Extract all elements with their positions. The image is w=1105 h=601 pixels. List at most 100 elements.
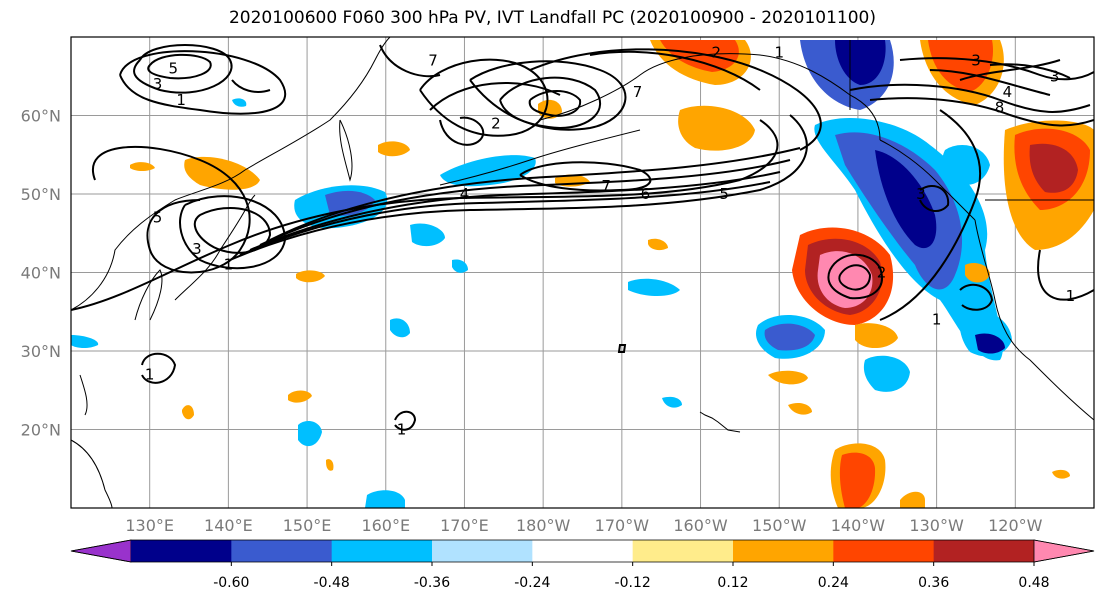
contour-west-6	[179, 195, 287, 270]
lat-tick-label: 50°N	[21, 185, 61, 204]
contour-east-4	[929, 69, 1051, 96]
coast-aleutians	[439, 129, 641, 186]
lon-tick-label: 150°W	[752, 516, 807, 535]
neg-small-5	[298, 420, 322, 447]
contour-east-3	[899, 57, 1094, 81]
contour-small-3	[617, 344, 627, 353]
lat-tick-label: 30°N	[21, 342, 61, 361]
contour-east-2	[869, 97, 1094, 127]
pos-small-d	[296, 270, 325, 283]
contour-arc-f	[269, 147, 801, 241]
colorbar-outline	[70, 539, 1095, 563]
contour-arc-c	[239, 181, 771, 256]
colorbar-segment	[231, 540, 333, 562]
contour-east-9	[959, 283, 994, 311]
neg-hawaii-mid	[764, 323, 815, 351]
ivt-shading	[71, 40, 1094, 508]
colorbar-segment	[131, 540, 232, 562]
colorbar-segment	[833, 540, 935, 562]
contour-west-2	[133, 44, 233, 94]
map-frame	[70, 36, 1095, 509]
coast-bc	[879, 139, 976, 221]
contour-label: 3	[192, 240, 202, 258]
neg-top-dark	[835, 40, 886, 85]
colorbar-extend-low	[70, 539, 132, 563]
colorbar-segment	[432, 540, 533, 562]
lat-tick-label: 60°N	[21, 107, 61, 126]
contour-label: 3	[916, 185, 926, 203]
colorbar-segment	[331, 540, 433, 562]
neg-east-blue	[863, 355, 910, 392]
lon-tick-label: 150°E	[283, 516, 332, 535]
longitude-axis: 130°E 140°E 150°E 160°E 170°E 180°W 170°W 160°W…	[125, 516, 1042, 535]
contour-label: 2	[712, 44, 722, 62]
contour-west-4	[119, 50, 287, 115]
lon-tick-label: 120°W	[988, 516, 1043, 535]
pos-aleutian-orange	[678, 105, 755, 151]
contour-east-6	[989, 63, 1071, 79]
contour-east-5	[959, 59, 1061, 81]
colorbar: -0.60 -0.48 -0.36 -0.24 -0.12 0.12 0.24 0.36 0.4…	[70, 539, 1095, 591]
contour-label: 4	[1003, 83, 1013, 101]
neg-kuril-mid	[325, 190, 375, 216]
contour-label: 1	[176, 91, 186, 109]
contour-label: 7	[601, 177, 611, 195]
neg-small-9	[232, 98, 247, 107]
coast-west-us	[974, 219, 1094, 421]
colorbar-tick-label: 0.36	[918, 575, 949, 591]
contour-west-3	[147, 53, 212, 80]
contour-label: 5	[153, 209, 163, 227]
contour-label: 1	[1066, 287, 1076, 305]
pos-top-red	[928, 40, 994, 92]
coast-taiwan	[79, 374, 88, 416]
contour-label: 1	[145, 366, 155, 384]
contour-label: 2	[491, 114, 501, 132]
coastlines	[71, 37, 1094, 508]
lon-tick-label: 140°W	[831, 516, 886, 535]
contour-low-inner	[838, 264, 872, 291]
contour-label: 1	[932, 311, 942, 329]
contour-label: 3	[971, 52, 981, 70]
pos-okhotsk-orange	[184, 156, 260, 190]
latitude-axis: 60°N 50°N 40°N 30°N 20°N	[21, 107, 61, 440]
colorbar-tick-label: 0.48	[1018, 575, 1049, 591]
contour-label: 1	[397, 421, 407, 439]
coast-philippines	[71, 439, 113, 508]
contour-label: 7	[633, 83, 643, 101]
contour-small-4	[231, 79, 271, 93]
lat-tick-label: 20°N	[21, 421, 61, 440]
contour-small-1	[141, 352, 177, 384]
neg-band-dark-blue	[875, 150, 937, 249]
coast-asia	[71, 37, 391, 311]
colorbar-segment	[632, 540, 734, 562]
neg-small-6	[365, 490, 405, 508]
coast-alaska	[539, 53, 881, 141]
neg-small-4	[628, 278, 680, 296]
pos-small-f	[288, 390, 312, 403]
coast-hawaii	[699, 411, 741, 433]
contour-east-10	[1037, 249, 1094, 301]
pos-orange-1	[768, 370, 808, 385]
contour-central-3	[499, 76, 601, 130]
pv-contours	[71, 44, 1094, 431]
pos-orange-5	[965, 263, 990, 283]
contour-central-6	[439, 116, 485, 146]
pos-small-b	[378, 141, 410, 157]
pos-small-h	[130, 162, 155, 171]
colorbar-segment	[733, 540, 834, 562]
map-title: 2020100600 F060 300 hPa PV, IVT Landfall…	[228, 8, 876, 28]
neg-east-mid	[975, 333, 1005, 354]
contour-arc-b	[229, 114, 808, 261]
contour-east-8	[919, 185, 950, 212]
pos-orange-6	[1052, 469, 1070, 479]
coast-japan	[174, 194, 256, 301]
contour-low	[827, 253, 883, 300]
contour-east-7	[879, 109, 981, 321]
contour-label: 8	[995, 99, 1005, 117]
colorbar-tick-label: -0.36	[414, 575, 450, 591]
contour-label: 3	[1050, 67, 1060, 85]
contour-label: 5	[719, 185, 729, 203]
colorbar-tick-label: -0.48	[314, 575, 350, 591]
